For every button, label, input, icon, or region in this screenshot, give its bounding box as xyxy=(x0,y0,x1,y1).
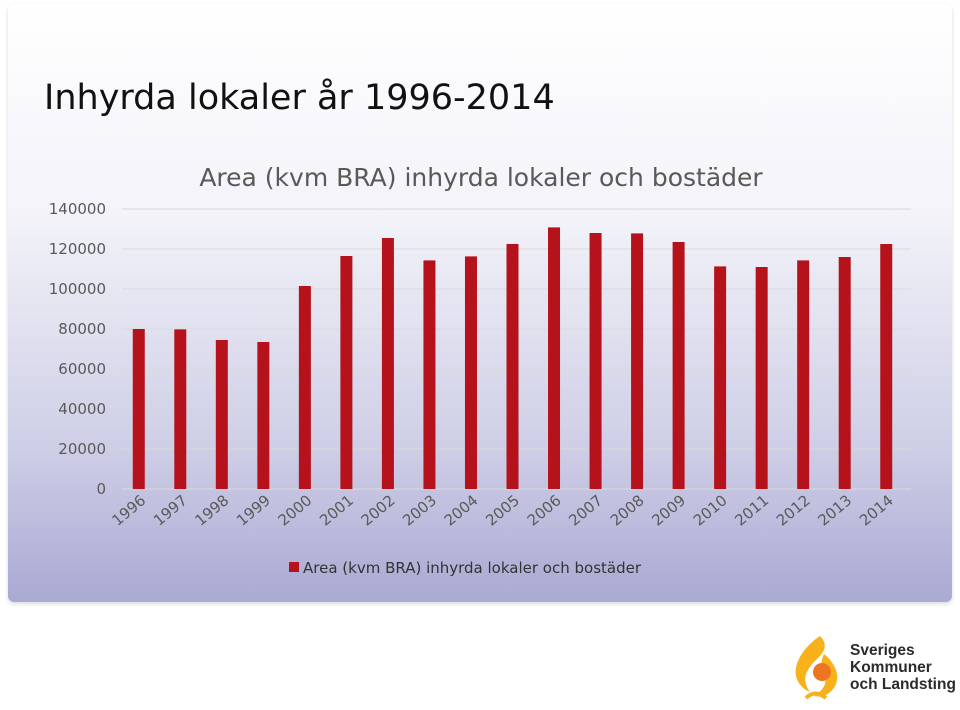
logo-flame-icon xyxy=(795,636,838,700)
bar xyxy=(423,260,436,489)
x-tick-label: 2011 xyxy=(731,491,772,529)
bar xyxy=(755,267,768,489)
x-tick-label: 2000 xyxy=(275,491,316,529)
bar xyxy=(838,257,851,489)
y-tick-label: 140000 xyxy=(49,200,106,218)
legend-swatch xyxy=(289,562,299,572)
x-tick-label: 1999 xyxy=(233,491,274,529)
y-tick-label: 120000 xyxy=(49,240,106,258)
y-tick-label: 40000 xyxy=(58,400,106,418)
y-tick-label: 0 xyxy=(96,480,106,498)
bar-chart: Area (kvm BRA) inhyrda lokaler och bostä… xyxy=(49,163,911,577)
bar xyxy=(298,286,311,489)
legend-label: Area (kvm BRA) inhyrda lokaler och bostä… xyxy=(303,559,642,577)
bar xyxy=(714,266,727,489)
bar xyxy=(132,329,145,489)
bar xyxy=(548,227,561,489)
logo-line: Sveriges xyxy=(850,642,915,659)
x-tick-label: 1997 xyxy=(150,491,191,529)
bar xyxy=(464,256,477,489)
bar xyxy=(174,329,187,489)
legend: Area (kvm BRA) inhyrda lokaler och bostä… xyxy=(289,559,642,577)
x-tick-label: 2005 xyxy=(482,491,523,529)
y-tick-label: 80000 xyxy=(58,320,106,338)
page-title: Inhyrda lokaler år 1996-2014 xyxy=(44,78,555,118)
logo-line: och Landsting xyxy=(850,676,956,693)
x-tick-label: 2009 xyxy=(648,491,689,529)
y-tick-label: 60000 xyxy=(58,360,106,378)
x-tick-label: 2010 xyxy=(690,491,731,529)
x-tick-label: 1998 xyxy=(192,491,233,529)
bar xyxy=(257,342,270,489)
bar xyxy=(506,244,519,489)
x-tick-label: 2007 xyxy=(565,491,606,529)
x-tick-label: 2008 xyxy=(607,491,648,529)
chart-panel xyxy=(8,4,952,602)
y-tick-label: 100000 xyxy=(49,280,106,298)
logo-text: Sveriges Kommuner och Landsting xyxy=(850,642,956,693)
logo-line: Kommuner xyxy=(850,659,932,676)
y-axis-ticks: 0 20000 40000 60000 80000 100000 120000 140000 xyxy=(49,200,106,498)
x-tick-label: 2002 xyxy=(358,491,399,529)
x-tick-label: 2003 xyxy=(399,491,440,529)
y-tick-label: 20000 xyxy=(58,440,106,458)
bar xyxy=(381,238,394,489)
x-tick-label: 2014 xyxy=(856,491,897,529)
bar xyxy=(215,340,228,489)
bar xyxy=(672,242,685,489)
bar xyxy=(340,256,353,489)
x-axis-ticks: 1996 1997 1998 1999 2000 2001 2002 2003 2004 2005… xyxy=(109,491,897,529)
bars xyxy=(132,227,893,489)
bar xyxy=(880,244,893,489)
x-tick-label: 2006 xyxy=(524,491,565,529)
bar xyxy=(589,233,602,489)
skl-logo: Sveriges Kommuner och Landsting xyxy=(790,632,956,702)
chart-title: Area (kvm BRA) inhyrda lokaler och bostä… xyxy=(199,163,763,192)
x-tick-label: 1996 xyxy=(109,491,150,529)
bar xyxy=(631,233,644,489)
bar xyxy=(797,260,810,489)
x-tick-label: 2004 xyxy=(441,491,482,529)
x-tick-label: 2012 xyxy=(773,491,814,529)
x-tick-label: 2001 xyxy=(316,491,357,529)
x-tick-label: 2013 xyxy=(814,491,855,529)
